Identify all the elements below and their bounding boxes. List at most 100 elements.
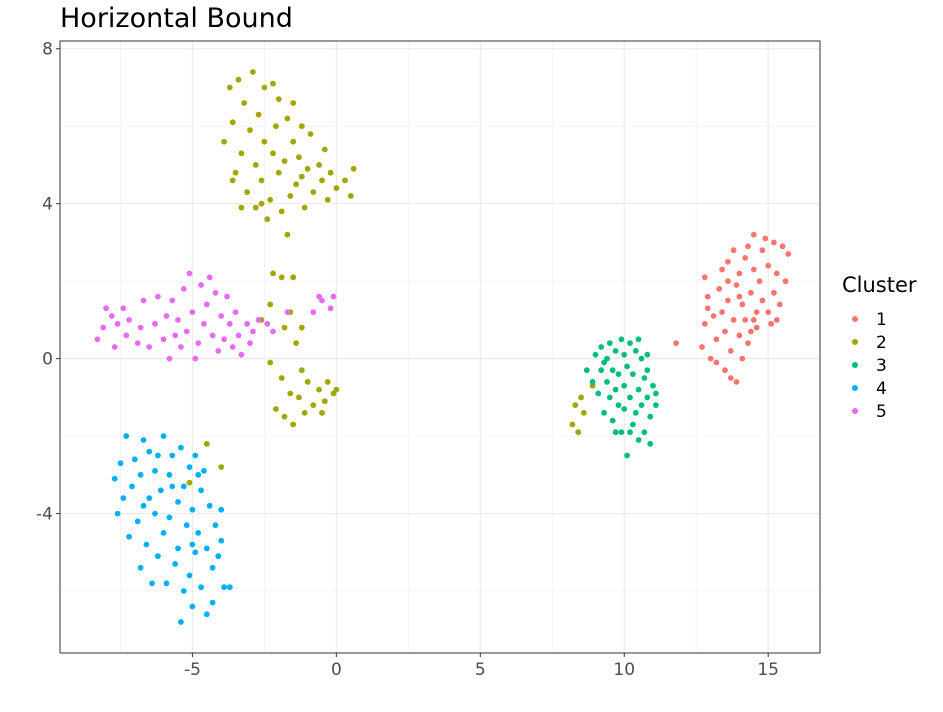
- data-point: [189, 309, 196, 315]
- data-point: [284, 115, 291, 122]
- x-tick-label: 15: [757, 660, 779, 680]
- data-point: [166, 355, 173, 362]
- y-tick-label: -4: [36, 505, 53, 525]
- data-point: [725, 258, 731, 265]
- legend-item-4: 4: [852, 379, 887, 399]
- data-point: [261, 138, 268, 145]
- data-point: [290, 100, 297, 106]
- data-point: [324, 379, 331, 385]
- data-point: [258, 200, 265, 207]
- data-point: [578, 394, 584, 401]
- data-point: [273, 406, 279, 412]
- data-point: [198, 282, 205, 288]
- data-point: [304, 379, 311, 385]
- data-point: [192, 452, 199, 459]
- x-tick-label: -5: [184, 660, 201, 680]
- data-point: [267, 301, 274, 308]
- data-point: [186, 572, 193, 579]
- data-point: [627, 340, 633, 346]
- data-point: [627, 394, 633, 401]
- data-point: [186, 464, 193, 470]
- data-point: [606, 394, 613, 401]
- data-point: [750, 317, 757, 323]
- data-point: [632, 348, 639, 354]
- y-tick-label: 4: [42, 195, 53, 215]
- data-point: [247, 127, 253, 133]
- data-point: [175, 317, 181, 323]
- data-point: [152, 468, 158, 474]
- data-point: [310, 402, 317, 408]
- data-point: [713, 359, 720, 366]
- data-point: [621, 406, 628, 412]
- data-point: [284, 231, 291, 238]
- data-point: [140, 297, 147, 304]
- data-point: [218, 506, 225, 513]
- panel-border: [59, 40, 821, 654]
- data-point: [218, 537, 225, 544]
- series-4: [111, 433, 233, 625]
- data-point: [126, 317, 132, 323]
- data-point: [773, 270, 780, 277]
- legend-label: 2: [876, 333, 887, 353]
- data-point: [218, 313, 225, 319]
- data-point: [771, 239, 777, 246]
- data-point: [569, 421, 576, 428]
- data-point: [298, 367, 305, 374]
- data-point: [704, 305, 711, 312]
- data-point: [218, 464, 225, 470]
- data-point: [321, 398, 328, 405]
- data-point: [304, 165, 311, 172]
- data-point: [247, 340, 253, 346]
- data-point: [198, 487, 205, 494]
- data-point: [745, 340, 751, 346]
- data-point: [192, 355, 199, 362]
- data-point: [186, 270, 193, 277]
- data-point: [650, 382, 656, 389]
- data-point: [704, 293, 711, 300]
- data-point: [143, 541, 150, 548]
- data-point: [117, 460, 124, 467]
- data-point: [290, 138, 297, 145]
- data-point: [730, 247, 737, 254]
- data-point: [281, 158, 288, 165]
- data-point: [108, 313, 115, 319]
- data-point: [298, 123, 305, 130]
- y-tick-label: 0: [42, 350, 53, 370]
- data-point: [739, 355, 746, 362]
- data-point: [298, 324, 305, 331]
- data-point: [350, 165, 357, 172]
- data-point: [209, 564, 216, 571]
- data-point: [641, 429, 648, 436]
- data-point: [301, 204, 308, 211]
- data-point: [224, 293, 230, 300]
- data-point: [296, 154, 302, 161]
- data-point: [252, 162, 259, 168]
- data-point: [635, 336, 642, 343]
- data-point: [244, 320, 251, 327]
- data-point: [137, 471, 144, 478]
- series-3: [583, 336, 659, 459]
- data-point: [180, 286, 187, 292]
- data-point: [307, 131, 314, 137]
- data-point: [238, 204, 245, 211]
- data-point: [123, 433, 130, 439]
- data-point: [762, 235, 769, 242]
- data-point: [601, 359, 607, 366]
- data-point: [221, 584, 228, 591]
- data-point: [152, 320, 158, 327]
- data-point: [267, 359, 274, 366]
- data-point: [140, 437, 147, 443]
- data-point: [114, 320, 121, 327]
- data-point: [192, 549, 199, 556]
- data-point: [736, 332, 743, 339]
- data-point: [206, 502, 213, 509]
- data-point: [244, 189, 251, 196]
- data-point: [189, 603, 196, 610]
- data-point: [753, 309, 760, 315]
- data-point: [258, 177, 265, 184]
- data-point: [120, 305, 127, 312]
- data-point: [189, 506, 196, 513]
- data-point: [226, 84, 233, 91]
- data-point: [290, 274, 297, 281]
- data-point: [759, 297, 766, 304]
